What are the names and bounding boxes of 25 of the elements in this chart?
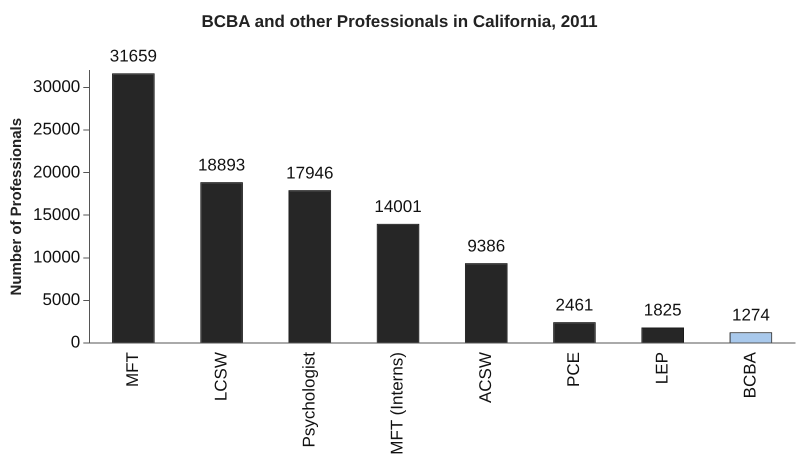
y-tick-label: 5000 [42,290,80,310]
y-tick-label: 15000 [32,204,80,224]
x-tick-label: PCE [564,352,584,388]
y-tick-label: 30000 [32,77,80,96]
x-tick-label: BCBA [740,351,760,398]
data-label: 14001 [374,196,422,216]
y-tick-label: 20000 [32,162,80,182]
x-tick-label: ACSW [476,352,495,404]
x-tick-label: LEP [652,352,672,384]
x-tick-label: MFT (Interns) [388,352,407,455]
y-tick-label: 25000 [32,120,80,139]
y-tick-label: 10000 [32,248,80,267]
data-label: 31659 [110,46,158,66]
data-label: 1274 [732,305,770,324]
x-tick-label: MFT [123,352,142,387]
chart-title: BCBA and other Professionals in California, 2011 [201,12,598,31]
data-label: 17946 [286,163,334,182]
data-label: 18893 [198,155,246,174]
data-label: 9386 [467,236,506,256]
data-label: 1825 [644,300,682,320]
data-label: 2461 [556,295,594,314]
y-tick-label: 0 [70,332,80,352]
x-tick-label: Psychologist [300,352,318,448]
x-tick-label: LCSW [211,352,230,402]
y-axis-title: Number of Professionals [8,118,26,296]
